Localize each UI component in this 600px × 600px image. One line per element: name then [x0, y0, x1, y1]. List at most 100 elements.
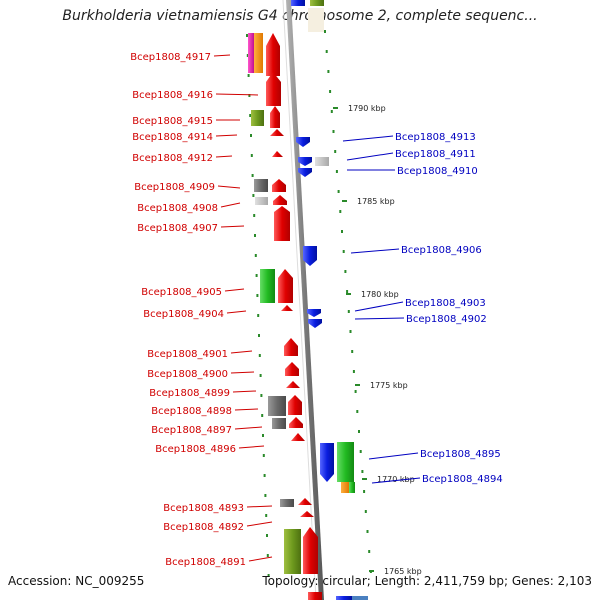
- gene-block-orange[interactable]: [254, 33, 263, 73]
- gene-block-green-4894[interactable]: [349, 482, 355, 493]
- gene-block-magenta[interactable]: [248, 33, 254, 73]
- gene-arrow-4904[interactable]: [281, 305, 293, 311]
- gene-arrow-4893[interactable]: [298, 498, 312, 505]
- gene-label-forward[interactable]: Bcep1808_4891: [165, 557, 246, 568]
- track-tick: [356, 410, 359, 413]
- gene-label-forward[interactable]: Bcep1808_4901: [147, 349, 228, 360]
- track-tick: [246, 54, 249, 57]
- track-tick: [247, 74, 250, 77]
- gene-arrow-4914[interactable]: [270, 129, 284, 136]
- gene-block-green-4905[interactable]: [260, 269, 275, 303]
- gene-arrow-4898[interactable]: [288, 395, 302, 415]
- track-tick: [262, 434, 264, 437]
- gene-label-connector: [215, 134, 238, 137]
- gene-block-gray-4898[interactable]: [268, 396, 286, 416]
- gene-label-connector: [230, 350, 253, 354]
- gene-arrow-4905[interactable]: [278, 269, 293, 303]
- track-tick: [366, 530, 369, 533]
- gene-arrow-4907[interactable]: [274, 206, 290, 241]
- gene-arrow-4892[interactable]: [300, 511, 314, 517]
- track-tick: [246, 34, 248, 37]
- gene-arrow-4910[interactable]: [298, 168, 312, 177]
- gene-label-reverse[interactable]: Bcep1808_4894: [422, 474, 503, 485]
- gene-block-blue-top[interactable]: [291, 0, 305, 6]
- gene-arrow-4899[interactable]: [286, 381, 300, 388]
- gene-label-reverse[interactable]: Bcep1808_4902: [406, 314, 487, 325]
- gene-label-reverse[interactable]: Bcep1808_4910: [397, 166, 478, 177]
- gene-arrow-4900[interactable]: [285, 362, 299, 376]
- gene-label-forward[interactable]: Bcep1808_4893: [163, 503, 244, 514]
- track-tick: [260, 394, 263, 397]
- gene-arrow-4902[interactable]: [308, 319, 322, 328]
- gene-label-forward[interactable]: Bcep1808_4904: [143, 309, 224, 320]
- track-tick: [264, 494, 267, 497]
- gene-label-connector: [368, 452, 419, 460]
- gene-label-reverse[interactable]: Bcep1808_4903: [405, 298, 486, 309]
- gene-block-green-top[interactable]: [310, 0, 324, 6]
- gene-label-connector: [350, 248, 400, 254]
- track-tick: [358, 430, 360, 433]
- gene-arrow-4917[interactable]: [266, 33, 280, 76]
- gene-arrow-4897[interactable]: [289, 417, 303, 428]
- accession-text: Accession: NC_009255: [8, 574, 145, 588]
- gene-label-forward[interactable]: Bcep1808_4899: [149, 388, 230, 399]
- gene-block-red-bottom[interactable]: [308, 592, 322, 600]
- gene-label-forward[interactable]: Bcep1808_4898: [151, 406, 232, 417]
- gene-label-forward[interactable]: Bcep1808_4912: [132, 153, 213, 164]
- gene-label-forward[interactable]: Bcep1808_4907: [137, 223, 218, 234]
- track-tick: [263, 474, 266, 477]
- track-tick: [354, 390, 357, 393]
- gene-label-connector: [342, 135, 394, 142]
- gene-label-forward[interactable]: Bcep1808_4905: [141, 287, 222, 298]
- track-tick: [267, 574, 270, 577]
- gene-arrow-4909[interactable]: [272, 179, 286, 192]
- gene-block-gray-4893[interactable]: [280, 499, 294, 507]
- gene-block-green-4895[interactable]: [337, 442, 354, 482]
- gene-arrow-4912[interactable]: [272, 151, 283, 157]
- gene-arrow-4901[interactable]: [284, 338, 298, 356]
- gene-label-forward[interactable]: Bcep1808_4916: [132, 90, 213, 101]
- gene-label-connector: [234, 408, 259, 411]
- gene-label-reverse[interactable]: Bcep1808_4895: [420, 449, 501, 460]
- gene-arrow-4915[interactable]: [270, 106, 280, 128]
- gene-label-forward[interactable]: Bcep1808_4908: [137, 203, 218, 214]
- gene-block-gray-4897[interactable]: [272, 418, 286, 429]
- gene-arrow-4903[interactable]: [307, 309, 321, 317]
- track-tick: [344, 270, 347, 273]
- gene-arrow-4895[interactable]: [320, 443, 334, 482]
- gene-label-connector: [213, 54, 231, 57]
- gene-label-reverse[interactable]: Bcep1808_4906: [401, 245, 482, 256]
- gene-label-forward[interactable]: Bcep1808_4892: [163, 522, 244, 533]
- gene-label-forward[interactable]: Bcep1808_4900: [147, 369, 228, 380]
- gene-block-olive-4891[interactable]: [284, 529, 301, 574]
- gene-arrow-4913[interactable]: [296, 137, 310, 147]
- track-tick: [349, 330, 352, 333]
- gene-label-forward[interactable]: Bcep1808_4909: [134, 182, 215, 193]
- gene-arrow-4911[interactable]: [298, 157, 312, 166]
- gene-block-gray-4911[interactable]: [315, 157, 329, 166]
- gene-label-forward[interactable]: Bcep1808_4914: [132, 132, 213, 143]
- gene-label-forward[interactable]: Bcep1808_4915: [132, 116, 213, 127]
- gene-arrow-4908[interactable]: [273, 195, 287, 205]
- gene-block-orange-4894[interactable]: [341, 482, 349, 493]
- gene-arrow-4891[interactable]: [303, 527, 318, 574]
- gene-label-forward[interactable]: Bcep1808_4917: [130, 52, 211, 63]
- gene-arrow-4906[interactable]: [303, 246, 317, 266]
- gene-label-connector: [217, 185, 241, 189]
- gene-block-olive-4915[interactable]: [251, 110, 264, 126]
- gene-arrow-4916[interactable]: [266, 72, 281, 106]
- gene-block-gray-4909[interactable]: [254, 179, 268, 192]
- gene-block-blue-bottom[interactable]: [336, 596, 352, 600]
- gene-label-forward[interactable]: Bcep1808_4897: [151, 425, 232, 436]
- track-tick: [254, 254, 257, 257]
- left-tick-track: [246, 34, 270, 577]
- gene-label-reverse[interactable]: Bcep1808_4911: [395, 149, 476, 160]
- gene-block-blue-bottom-2[interactable]: [352, 596, 368, 600]
- gene-block-gray-4908[interactable]: [255, 197, 268, 205]
- track-tick: [250, 154, 253, 157]
- gene-arrow-4896[interactable]: [291, 433, 305, 441]
- gene-label-forward[interactable]: Bcep1808_4896: [155, 444, 236, 455]
- gene-label-reverse[interactable]: Bcep1808_4913: [395, 132, 476, 143]
- track-tick: [325, 50, 328, 53]
